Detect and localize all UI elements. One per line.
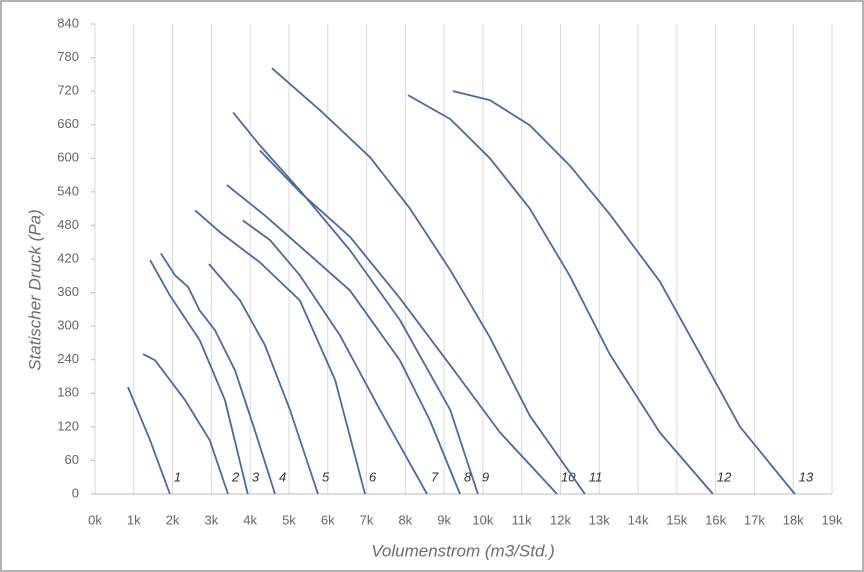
y-axis-title: Statischer Druck (Pa) <box>25 209 44 371</box>
curve-label: 7 <box>431 469 439 484</box>
x-tick-label: 17k <box>744 512 765 527</box>
curve <box>242 219 428 495</box>
y-tick-label: 780 <box>57 49 79 64</box>
y-tick-label: 660 <box>57 116 79 131</box>
y-tick-label: 720 <box>57 83 79 98</box>
curve-label: 2 <box>231 469 240 484</box>
curve <box>407 94 714 495</box>
curve <box>142 353 229 495</box>
y-tick-label: 840 <box>57 15 79 30</box>
y-tick-label: 480 <box>57 217 79 232</box>
curve-label: 3 <box>252 469 260 484</box>
x-tick-label: 6k <box>321 512 335 527</box>
curve <box>271 67 586 495</box>
x-tick-label: 18k <box>783 512 804 527</box>
curve <box>127 386 171 495</box>
x-tick-label: 2k <box>166 512 180 527</box>
x-tick-label: 11k <box>512 512 532 527</box>
x-tick-label: 15k <box>666 512 687 527</box>
y-tick-label: 420 <box>57 250 79 265</box>
x-tick-label: 10k <box>472 512 493 527</box>
x-tick-label: 0k <box>88 512 102 527</box>
curve-label: 6 <box>369 469 377 484</box>
y-tick-label: 240 <box>57 351 79 366</box>
curve <box>452 90 796 495</box>
curve-label: 4 <box>279 469 286 484</box>
x-tick-label: 9k <box>437 512 451 527</box>
x-tick-label: 5k <box>282 512 296 527</box>
y-tick-label: 180 <box>57 385 79 400</box>
y-tick-label: 0 <box>72 485 79 500</box>
curve-label: 8 <box>464 469 472 484</box>
curve <box>149 259 249 495</box>
y-tick-label: 60 <box>65 452 79 467</box>
y-tick-label: 600 <box>57 150 79 165</box>
curve <box>226 184 461 495</box>
curve <box>160 252 276 495</box>
y-tick-label: 120 <box>57 418 79 433</box>
curve <box>232 111 479 495</box>
curve <box>194 209 366 495</box>
x-tick-label: 8k <box>398 512 412 527</box>
curve-label: 10 <box>561 469 576 484</box>
x-tick-label: 14k <box>628 512 649 527</box>
x-tick-label: 12k <box>550 512 571 527</box>
curve-label: 9 <box>482 469 489 484</box>
y-tick-label: 300 <box>57 318 79 333</box>
x-tick-label: 7k <box>360 512 374 527</box>
curve-label: 5 <box>322 469 330 484</box>
x-tick-label: 13k <box>589 512 610 527</box>
curve-label: 13 <box>799 469 814 484</box>
x-tick-label: 1k <box>127 512 141 527</box>
x-tick-label: 19k <box>822 512 843 527</box>
y-tick-label: 360 <box>57 284 79 299</box>
curve <box>259 149 558 495</box>
x-tick-label: 4k <box>243 512 257 527</box>
curve-label: 1 <box>174 469 181 484</box>
x-axis-title: Volumenstrom (m3/Std.) <box>371 541 555 560</box>
curve-label: 12 <box>717 469 732 484</box>
x-tick-label: 16k <box>705 512 726 527</box>
curve <box>208 263 319 495</box>
y-tick-label: 540 <box>57 183 79 198</box>
curve-label: 11 <box>589 469 603 484</box>
x-tick-label: 3k <box>205 512 219 527</box>
